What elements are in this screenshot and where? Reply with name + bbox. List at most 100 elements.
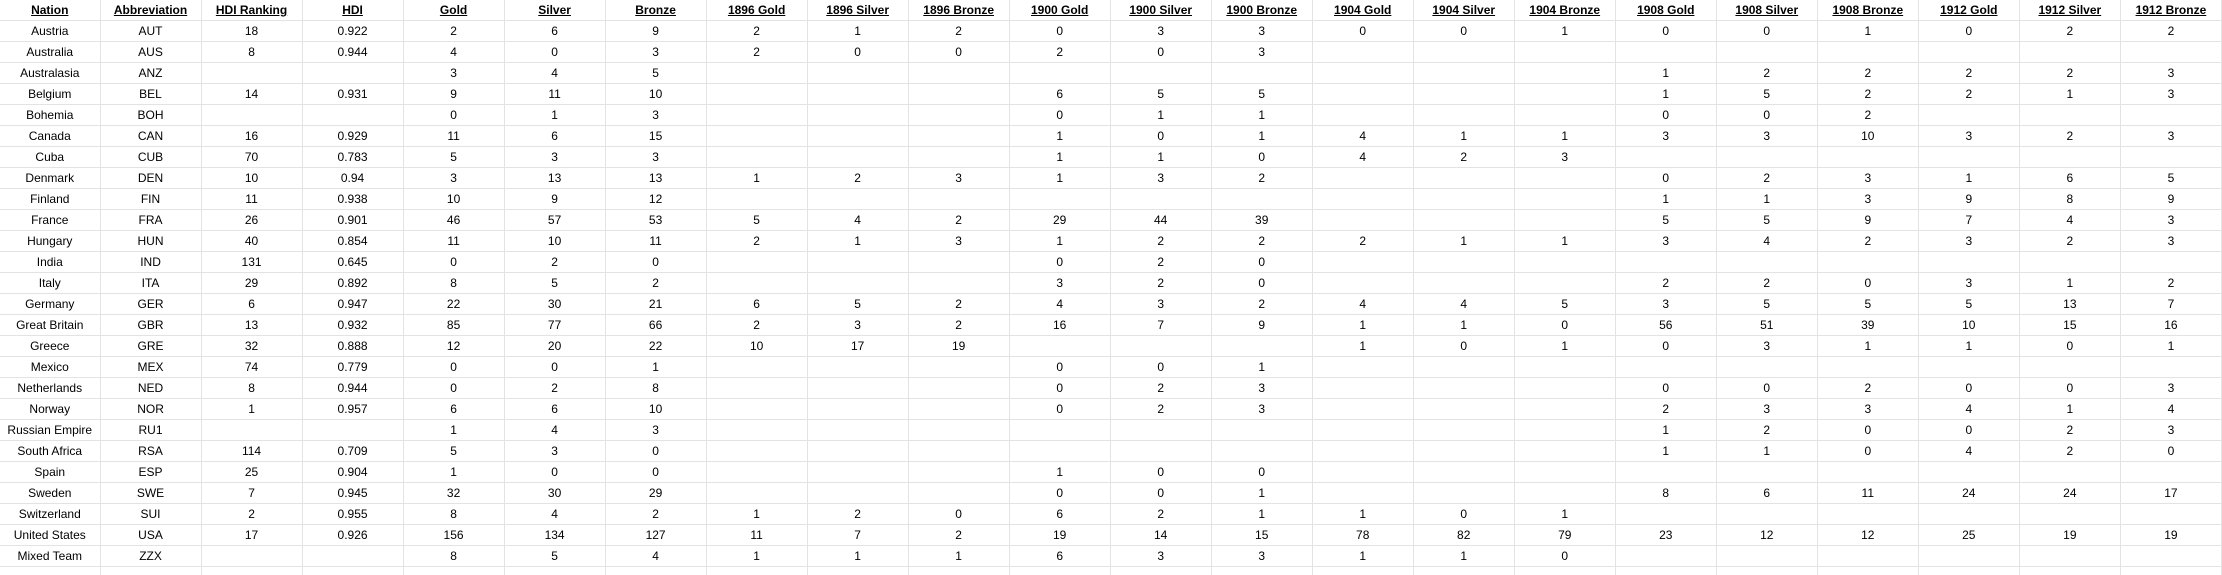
data-cell[interactable]: 2 [706, 42, 807, 63]
data-cell[interactable] [1211, 420, 1312, 441]
data-cell[interactable]: 0.932 [302, 315, 403, 336]
data-cell[interactable] [908, 399, 1009, 420]
data-cell[interactable]: 5 [403, 441, 504, 462]
data-cell[interactable]: USA [100, 525, 201, 546]
data-cell[interactable]: 13 [2019, 294, 2120, 315]
data-cell[interactable] [1312, 63, 1413, 84]
data-cell[interactable]: 3 [504, 147, 605, 168]
data-cell[interactable]: 1 [1716, 189, 1817, 210]
data-cell[interactable]: 24 [1918, 483, 2019, 504]
data-cell[interactable]: 2 [504, 252, 605, 273]
data-cell[interactable]: 2 [1817, 378, 1918, 399]
data-cell[interactable]: 5 [1716, 84, 1817, 105]
data-cell[interactable] [807, 273, 908, 294]
data-cell[interactable]: FIN [100, 189, 201, 210]
data-cell[interactable] [1211, 189, 1312, 210]
data-cell[interactable]: ESP [100, 462, 201, 483]
data-cell[interactable]: 3 [1615, 126, 1716, 147]
data-cell[interactable] [1211, 63, 1312, 84]
data-cell[interactable]: 16 [2120, 315, 2221, 336]
data-cell[interactable]: 2 [2019, 126, 2120, 147]
data-cell[interactable]: 0 [1514, 315, 1615, 336]
data-cell[interactable] [807, 399, 908, 420]
data-cell[interactable] [2019, 252, 2120, 273]
data-cell[interactable] [706, 63, 807, 84]
data-cell[interactable]: 3 [908, 168, 1009, 189]
data-cell[interactable]: 3 [1211, 378, 1312, 399]
data-cell[interactable]: 5 [1514, 294, 1615, 315]
data-cell[interactable]: 0 [1413, 336, 1514, 357]
data-cell[interactable]: 0 [1211, 462, 1312, 483]
data-cell[interactable]: 25 [201, 462, 302, 483]
data-cell[interactable]: 3 [1211, 21, 1312, 42]
data-cell[interactable]: 3 [2120, 126, 2221, 147]
data-cell[interactable] [2019, 504, 2120, 525]
nation-cell[interactable]: Netherlands [0, 378, 100, 399]
data-cell[interactable] [1312, 252, 1413, 273]
data-cell[interactable]: 1 [1918, 336, 2019, 357]
data-cell[interactable]: 2 [908, 294, 1009, 315]
data-cell[interactable] [1514, 441, 1615, 462]
nation-cell[interactable]: Spain [0, 462, 100, 483]
data-cell[interactable]: 1 [2019, 399, 2120, 420]
data-cell[interactable]: 3 [1211, 42, 1312, 63]
data-cell[interactable] [1514, 462, 1615, 483]
data-cell[interactable]: 0 [1716, 105, 1817, 126]
nation-cell[interactable]: Australasia [0, 63, 100, 84]
data-cell[interactable]: 2 [908, 210, 1009, 231]
data-cell[interactable]: ANZ [100, 63, 201, 84]
data-cell[interactable] [1413, 273, 1514, 294]
data-cell[interactable]: 0.888 [302, 336, 403, 357]
data-cell[interactable] [2120, 147, 2221, 168]
column-header[interactable]: 1912 Gold [1918, 0, 2019, 21]
data-cell[interactable]: 11 [403, 231, 504, 252]
data-cell[interactable] [302, 546, 403, 567]
data-cell[interactable]: 3 [1110, 168, 1211, 189]
data-cell[interactable] [908, 84, 1009, 105]
data-cell[interactable] [1918, 105, 2019, 126]
data-cell[interactable]: 0.944 [302, 378, 403, 399]
data-cell[interactable] [1009, 189, 1110, 210]
data-cell[interactable]: 15 [2019, 315, 2120, 336]
data-cell[interactable] [908, 378, 1009, 399]
nation-cell[interactable]: Norway [0, 399, 100, 420]
data-cell[interactable]: 17 [201, 525, 302, 546]
data-cell[interactable]: 74 [201, 357, 302, 378]
data-cell[interactable]: 6 [504, 126, 605, 147]
data-cell[interactable]: 53 [605, 210, 706, 231]
data-cell[interactable] [1413, 357, 1514, 378]
data-cell[interactable]: 1 [1009, 126, 1110, 147]
data-cell[interactable]: 2 [1110, 399, 1211, 420]
data-cell[interactable]: 6 [403, 399, 504, 420]
data-cell[interactable]: 0.904 [302, 462, 403, 483]
data-cell[interactable]: 11 [403, 126, 504, 147]
data-cell[interactable] [1413, 84, 1514, 105]
data-cell[interactable]: 0.892 [302, 273, 403, 294]
data-cell[interactable] [706, 126, 807, 147]
data-cell[interactable]: 2 [706, 21, 807, 42]
data-cell[interactable]: 3 [2120, 231, 2221, 252]
data-cell[interactable]: 2 [1817, 63, 1918, 84]
data-cell[interactable]: 0 [807, 42, 908, 63]
data-cell[interactable]: 5 [403, 147, 504, 168]
data-cell[interactable]: 0 [1413, 21, 1514, 42]
data-cell[interactable] [1413, 441, 1514, 462]
data-cell[interactable] [2019, 105, 2120, 126]
data-cell[interactable] [908, 483, 1009, 504]
data-cell[interactable]: 1 [1211, 357, 1312, 378]
data-cell[interactable]: 19 [2019, 525, 2120, 546]
data-cell[interactable] [706, 483, 807, 504]
data-cell[interactable]: 1 [1615, 84, 1716, 105]
data-cell[interactable]: 5 [504, 546, 605, 567]
data-cell[interactable] [1312, 273, 1413, 294]
data-cell[interactable] [1413, 189, 1514, 210]
data-cell[interactable]: ITA [100, 273, 201, 294]
data-cell[interactable]: 6 [504, 399, 605, 420]
data-cell[interactable]: 0.901 [302, 210, 403, 231]
data-cell[interactable]: 8 [403, 546, 504, 567]
data-cell[interactable]: 1 [1615, 189, 1716, 210]
data-cell[interactable]: 8 [201, 42, 302, 63]
data-cell[interactable]: 0 [1009, 105, 1110, 126]
data-cell[interactable]: 15 [605, 126, 706, 147]
data-cell[interactable]: 9 [1817, 210, 1918, 231]
